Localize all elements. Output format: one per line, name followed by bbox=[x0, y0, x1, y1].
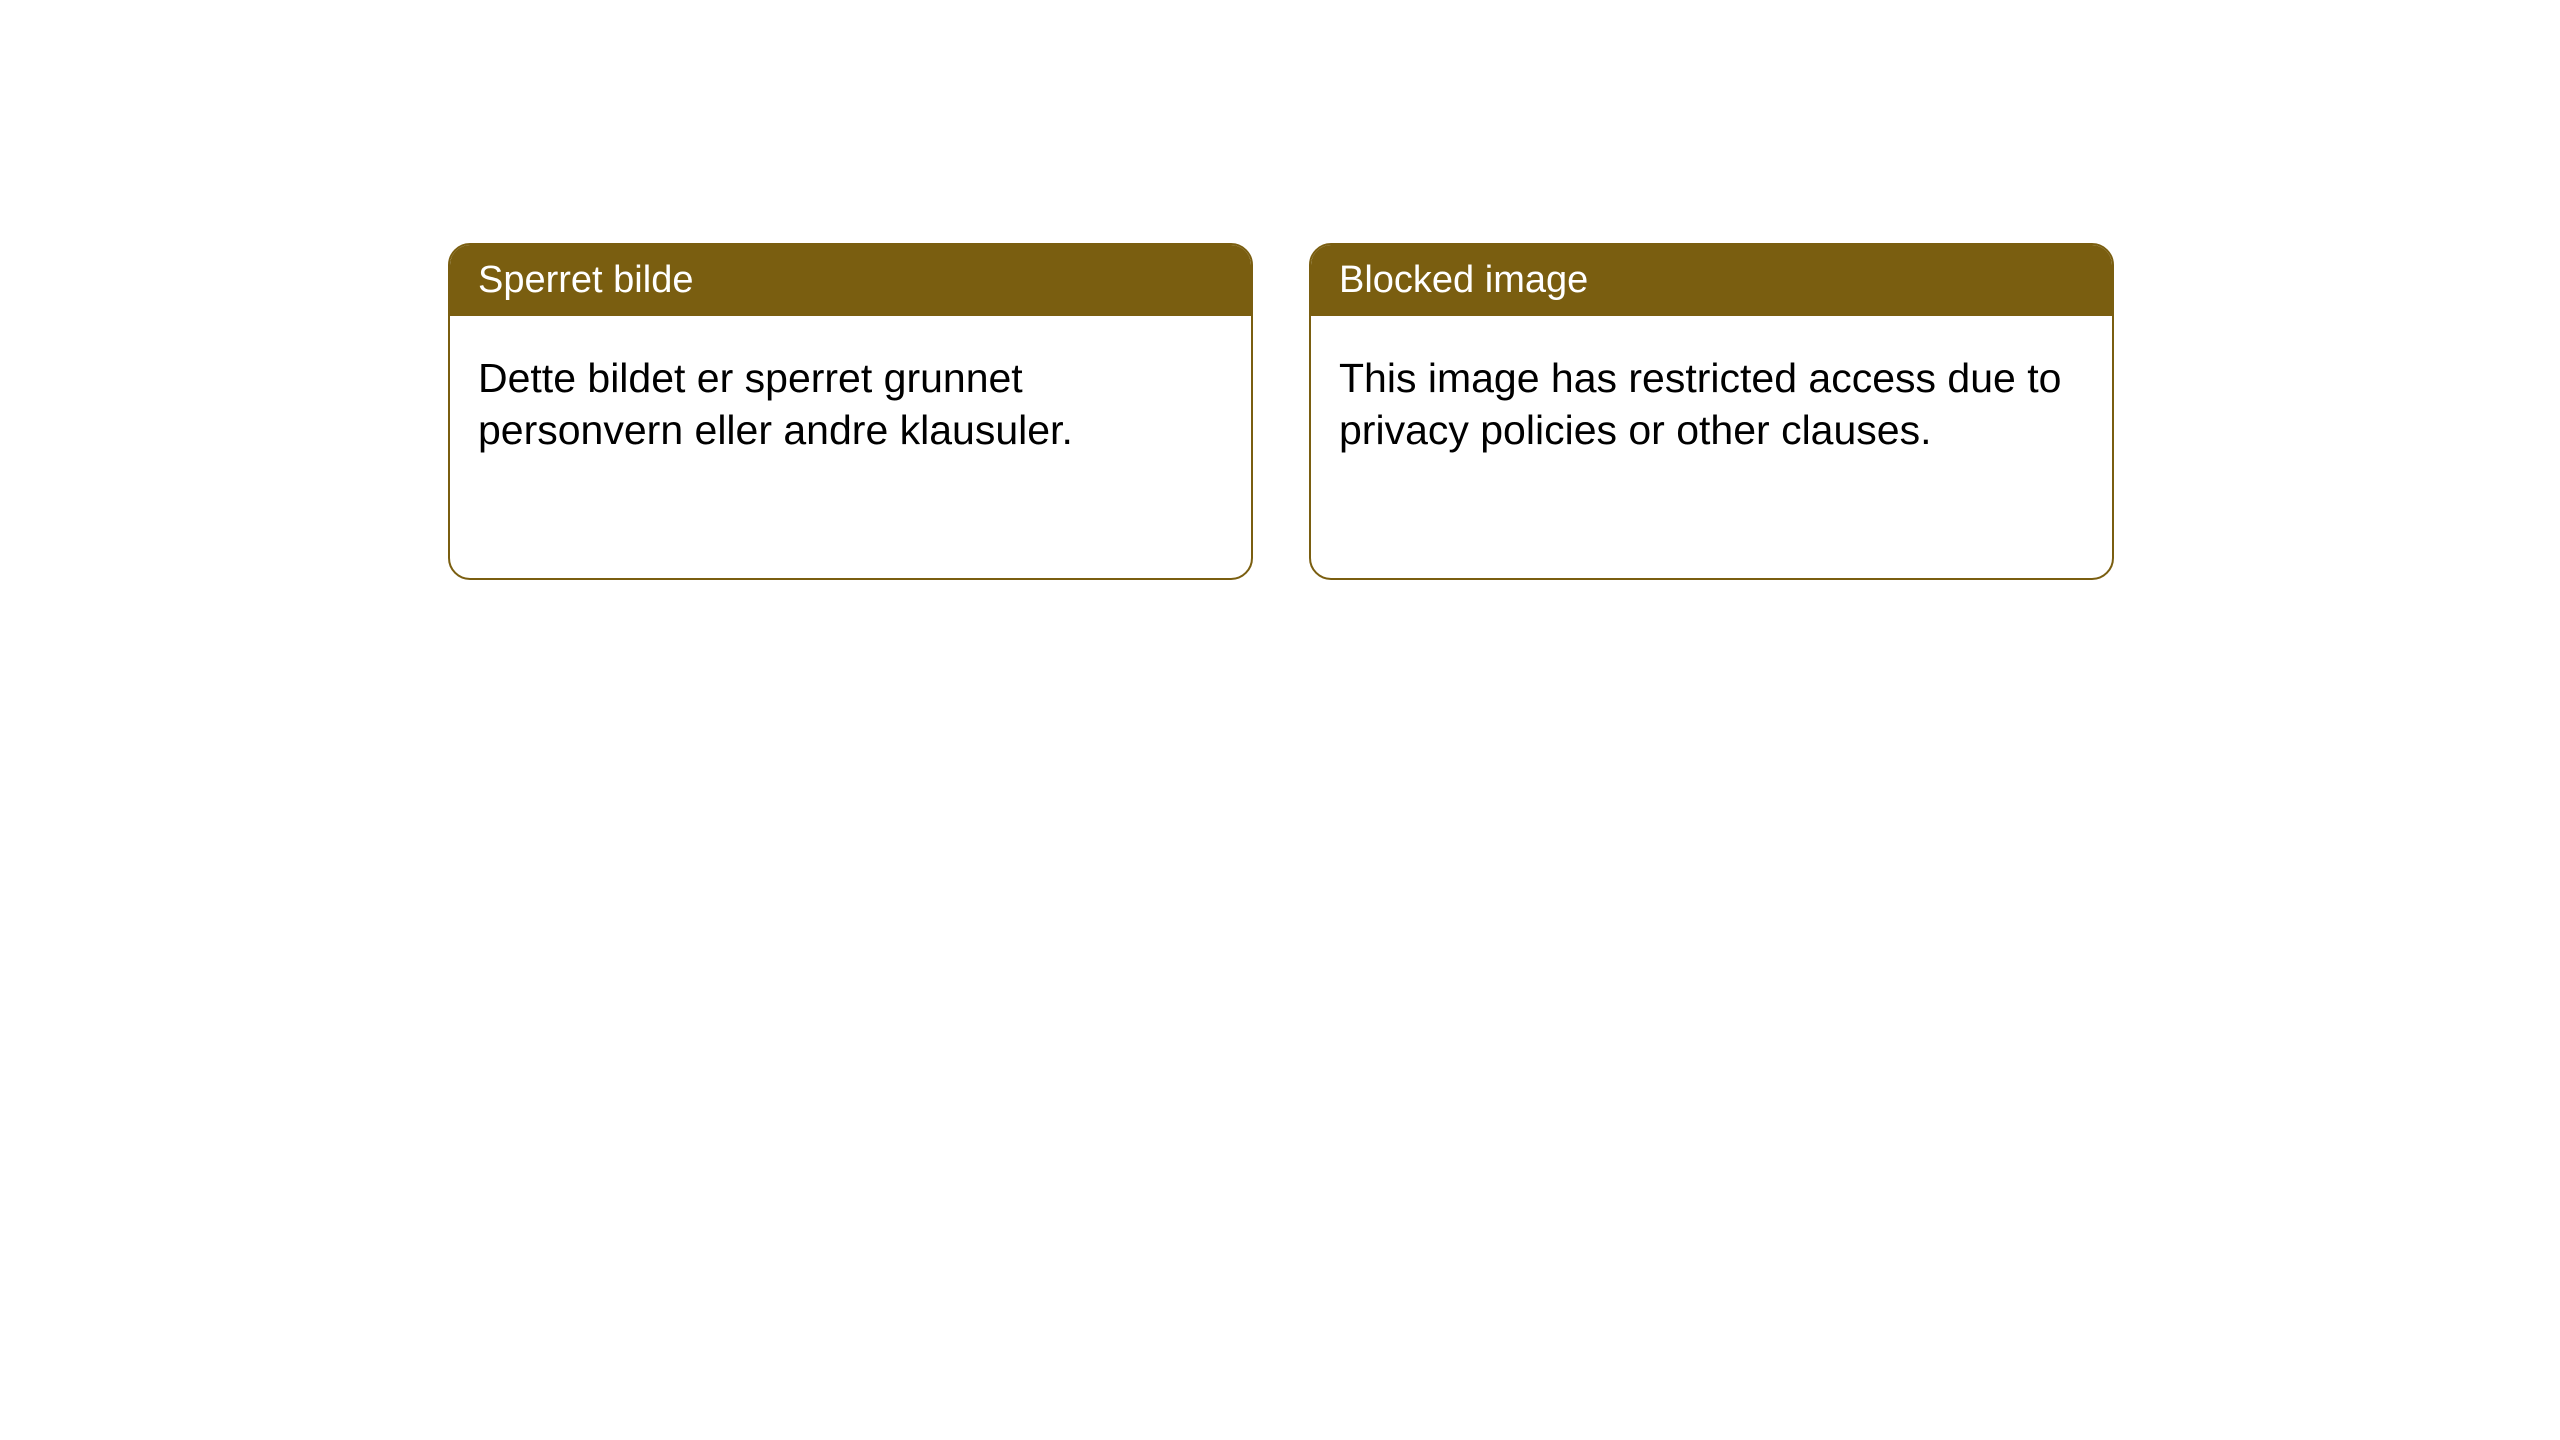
card-body-text: Dette bildet er sperret grunnet personve… bbox=[478, 355, 1073, 453]
notice-cards-container: Sperret bilde Dette bildet er sperret gr… bbox=[448, 243, 2114, 580]
card-header: Sperret bilde bbox=[450, 245, 1251, 316]
card-body: Dette bildet er sperret grunnet personve… bbox=[450, 316, 1251, 493]
card-title: Blocked image bbox=[1339, 259, 1588, 301]
card-header: Blocked image bbox=[1311, 245, 2112, 316]
notice-card-norwegian: Sperret bilde Dette bildet er sperret gr… bbox=[448, 243, 1253, 580]
notice-card-english: Blocked image This image has restricted … bbox=[1309, 243, 2114, 580]
card-title: Sperret bilde bbox=[478, 259, 693, 301]
card-body: This image has restricted access due to … bbox=[1311, 316, 2112, 493]
card-body-text: This image has restricted access due to … bbox=[1339, 355, 2061, 453]
